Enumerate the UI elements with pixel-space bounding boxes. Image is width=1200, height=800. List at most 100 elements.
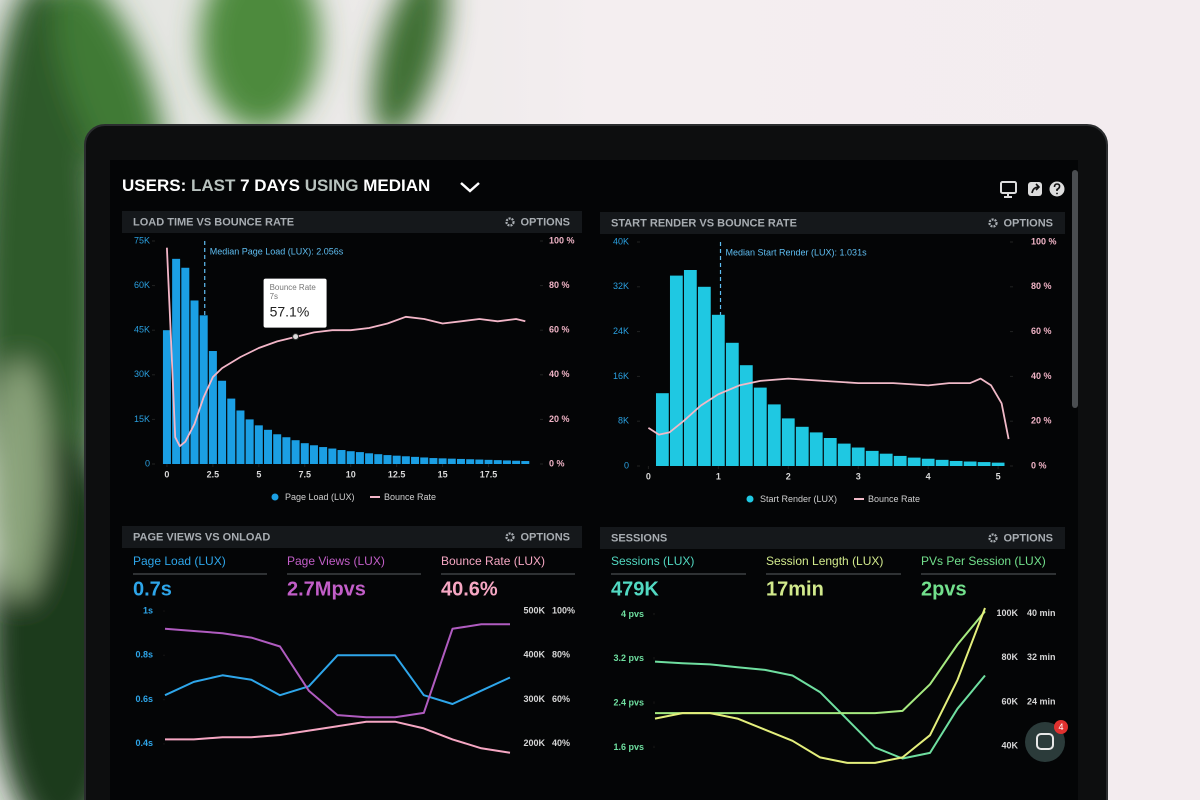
metric-line bbox=[165, 720, 511, 754]
y-tick-label: 32 min bbox=[1027, 652, 1056, 662]
y-tick-label: 80K bbox=[1001, 652, 1018, 662]
chat-badge: 4 bbox=[1058, 722, 1063, 732]
legend-swatch bbox=[746, 495, 754, 503]
histogram-bar bbox=[865, 450, 879, 466]
legend-label[interactable]: Start Render (LUX) bbox=[760, 494, 837, 504]
y2-tick-label: 0 % bbox=[1031, 460, 1047, 470]
y-tick-label: 2.4 pvs bbox=[613, 698, 644, 708]
x-tick-label: 10 bbox=[346, 469, 356, 479]
legend-label[interactable]: Bounce Rate bbox=[384, 492, 436, 502]
histogram-bar bbox=[328, 448, 337, 464]
panel-title: SESSIONS bbox=[611, 532, 667, 544]
screen bbox=[110, 160, 1078, 800]
x-tick-label: 1 bbox=[716, 471, 721, 481]
histogram-bar bbox=[977, 462, 991, 466]
metric-value: 17min bbox=[766, 578, 824, 600]
tooltip-label: Bounce Rate bbox=[270, 283, 317, 292]
metric-value: 479K bbox=[611, 578, 659, 600]
title-part: USING bbox=[305, 176, 359, 195]
title-part: 7 DAYS bbox=[240, 176, 300, 195]
gear-icon[interactable] bbox=[505, 217, 515, 227]
histogram-bar bbox=[767, 404, 781, 466]
y-tick-label: 0.8s bbox=[135, 650, 153, 660]
metric-label: PVs Per Session (LUX) bbox=[921, 554, 1046, 568]
legend-swatch bbox=[271, 493, 279, 501]
histogram-bar bbox=[893, 455, 907, 466]
histogram-bar bbox=[273, 434, 282, 464]
histogram-bar bbox=[655, 393, 669, 466]
histogram-bar bbox=[199, 315, 208, 464]
y2-tick-label: 100 % bbox=[1031, 236, 1057, 246]
histogram-bar bbox=[809, 432, 823, 466]
y-tick-label: 30K bbox=[134, 369, 150, 379]
x-tick-label: 7.5 bbox=[299, 469, 312, 479]
help-icon[interactable] bbox=[1049, 181, 1065, 197]
chat-launcher[interactable]: 4 bbox=[1025, 720, 1068, 762]
histogram-bar bbox=[208, 351, 217, 464]
panel-header bbox=[122, 211, 582, 233]
y-tick-label: 300K bbox=[523, 694, 545, 704]
histogram-bar bbox=[879, 453, 893, 466]
gear-icon[interactable] bbox=[505, 532, 515, 542]
gear-icon[interactable] bbox=[988, 218, 998, 228]
histogram-bar bbox=[963, 461, 977, 466]
options-button[interactable]: OPTIONS bbox=[1003, 217, 1053, 229]
histogram-bar bbox=[245, 419, 254, 464]
metric-line bbox=[164, 623, 510, 719]
histogram-bar bbox=[190, 300, 199, 464]
metric-label: Page Views (LUX) bbox=[287, 554, 385, 568]
metric-line bbox=[164, 654, 511, 705]
histogram-bar bbox=[346, 451, 355, 464]
options-button[interactable]: OPTIONS bbox=[520, 531, 570, 543]
title-part[interactable]: MEDIAN bbox=[363, 176, 430, 195]
y-tick-label: 0.4s bbox=[135, 738, 153, 748]
histogram-bar bbox=[851, 447, 865, 466]
legend-label[interactable]: Bounce Rate bbox=[868, 494, 920, 504]
y-tick-label: 40K bbox=[1001, 741, 1018, 751]
y2-tick-label: 0 % bbox=[549, 458, 565, 468]
x-tick-label: 0 bbox=[164, 469, 169, 479]
y-tick-label: 32K bbox=[613, 281, 629, 291]
histogram-bar bbox=[254, 425, 263, 464]
x-tick-label: 15 bbox=[438, 469, 448, 479]
histogram-bar bbox=[466, 459, 475, 464]
gear-icon[interactable] bbox=[988, 533, 998, 543]
monitor-icon[interactable] bbox=[1000, 181, 1017, 198]
y-tick-label: 0.6s bbox=[135, 694, 153, 704]
histogram-bar bbox=[218, 380, 227, 464]
legend-label[interactable]: Page Load (LUX) bbox=[285, 492, 355, 502]
histogram-bar bbox=[837, 443, 851, 466]
histogram-bar bbox=[392, 455, 401, 464]
options-button[interactable]: OPTIONS bbox=[1003, 532, 1053, 544]
histogram-bar bbox=[521, 461, 530, 464]
y2-tick-label: 20 % bbox=[549, 414, 570, 424]
histogram-bar bbox=[935, 459, 949, 466]
histogram-bar bbox=[475, 459, 484, 464]
metric-value: 0.7s bbox=[133, 578, 172, 600]
metric-value: 40.6% bbox=[441, 578, 498, 600]
x-tick-label: 5 bbox=[996, 471, 1001, 481]
y-tick-label: 400K bbox=[523, 650, 545, 660]
bounce-rate-line bbox=[647, 377, 1010, 440]
y-tick-label: 1s bbox=[143, 605, 153, 615]
histogram-bar bbox=[753, 387, 767, 466]
y-tick-label: 75K bbox=[134, 235, 150, 245]
histogram-bar bbox=[291, 440, 300, 464]
x-tick-label: 3 bbox=[856, 471, 861, 481]
histogram-bar bbox=[236, 410, 245, 464]
histogram-bar bbox=[181, 267, 190, 464]
share-icon[interactable] bbox=[1028, 182, 1042, 196]
x-tick-label: 2.5 bbox=[207, 469, 220, 479]
y-tick-label: 45K bbox=[134, 325, 150, 335]
y2-tick-label: 100 % bbox=[549, 235, 575, 245]
histogram-bar bbox=[711, 314, 725, 466]
scrollbar[interactable] bbox=[1072, 170, 1078, 408]
dropdown-chevron[interactable] bbox=[460, 182, 480, 193]
options-button[interactable]: OPTIONS bbox=[520, 216, 570, 228]
histogram-bar bbox=[264, 429, 273, 464]
y2-tick-label: 40 % bbox=[549, 369, 570, 379]
histogram-bar bbox=[337, 450, 346, 464]
median-label: Median Start Render (LUX): 1.031s bbox=[726, 247, 868, 257]
y-tick-label: 40% bbox=[552, 738, 570, 748]
histogram-bar bbox=[484, 459, 493, 464]
